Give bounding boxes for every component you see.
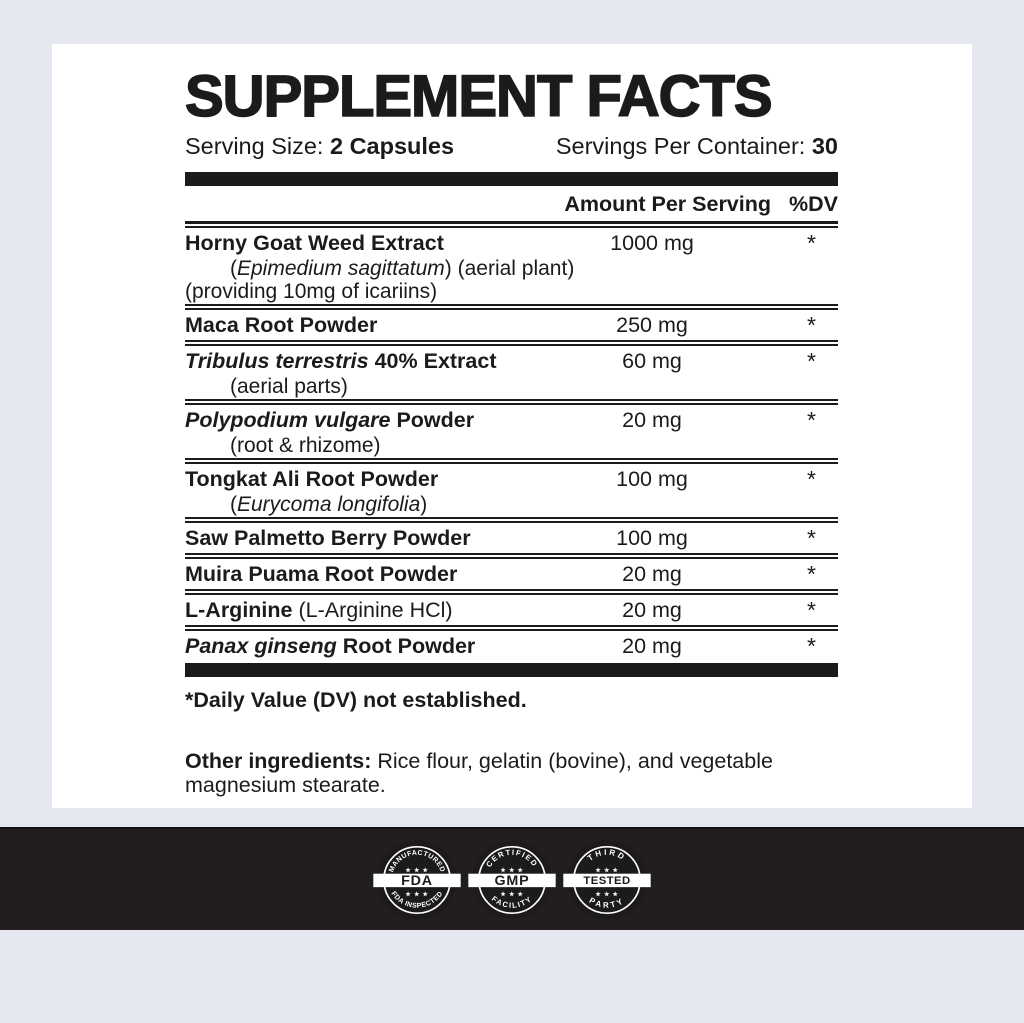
svg-text:GMP: GMP [494,872,529,888]
ingredient-name: Polypodium vulgare Powder [185,408,475,432]
serving-size: Serving Size: 2 Capsules [185,133,454,159]
svg-text:★ ★ ★: ★ ★ ★ [405,867,428,874]
ingredient-subline: (Epimedium sagittatum) (aerial plant) [230,257,575,280]
certification-band: MANUFACTURED ★ ★ ★ FDA ★ ★ ★ FDA INSPECT… [0,827,1024,930]
servings-per-container-value: 30 [811,133,838,159]
ingredient-amount: 100 mg [616,467,688,491]
ingredient-amount: 250 mg [616,313,688,337]
other-ingredients-text: Rice flour, gelatin (bovine), and vegeta… [185,749,773,797]
serving-size-label: Serving Size: [185,133,324,159]
third-party-tested-badge-icon: THIRD ★ ★ ★ TESTED ★ ★ ★ PARTY [563,840,651,919]
table-row: L-Arginine (L-Arginine HCl) 20 mg * [185,595,838,631]
table-row: Panax ginseng Root Powder 20 mg * [185,631,838,663]
heavy-rule-top [185,172,838,186]
ingredient-name: Maca Root Powder [185,313,378,337]
ingredient-dv: * [807,312,816,338]
ingredient-name: Saw Palmetto Berry Powder [185,526,471,550]
svg-text:★ ★ ★: ★ ★ ★ [500,890,523,897]
serving-info-row: Serving Size: 2 Capsules Servings Per Co… [185,133,838,159]
table-header-row: Amount Per Serving %DV [185,186,838,221]
ingredient-name: L-Arginine (L-Arginine HCl) [185,598,453,622]
ingredient-dv: * [807,348,816,374]
ingredient-name: Tribulus terrestris 40% Extract [185,349,497,373]
serving-size-value: 2 Capsules [329,133,455,159]
ingredient-subline: (root & rhizome) [230,434,381,457]
other-ingredients-label: Other ingredients: [185,749,372,773]
table-row: Polypodium vulgare Powder 20 mg * (root & r… [185,405,838,464]
ingredient-amount: 100 mg [616,526,688,550]
table-row: Tribulus terrestris 40% Extract 60 mg * (ae… [185,346,838,405]
servings-per-container-label: Servings Per Container: [555,133,806,159]
ingredient-amount: 20 mg [622,634,682,658]
svg-text:★ ★ ★: ★ ★ ★ [405,890,428,897]
table-row: Tongkat Ali Root Powder 100 mg * (Eurycoma … [185,464,838,523]
dv-header: %DV [789,192,838,216]
other-ingredients: Other ingredients: Rice flour, gelatin (… [185,749,838,797]
servings-per-container: Servings Per Container: 30 [556,133,838,159]
svg-text:★ ★ ★: ★ ★ ★ [595,890,618,897]
ingredient-name: Muira Puama Root Powder [185,562,458,586]
ingredient-dv: * [807,407,816,433]
amount-per-serving-header: Amount Per Serving [564,192,772,216]
ingredient-amount: 20 mg [622,598,682,622]
dv-footnote: *Daily Value (DV) not established. [185,688,527,712]
table-row: Maca Root Powder 250 mg * [185,310,838,346]
ingredient-amount: 20 mg [622,408,682,432]
ingredient-amount: 60 mg [622,349,682,373]
svg-text:TESTED: TESTED [583,875,630,887]
ingredient-name: Tongkat Ali Root Powder [185,467,439,491]
ingredient-dv: * [807,466,816,492]
ingredient-amount: 20 mg [622,562,682,586]
supplement-label-card: SUPPLEMENT FACTS Serving Size: 2 Capsule… [52,44,972,808]
ingredient-amount: 1000 mg [610,231,694,255]
table-row: Horny Goat Weed Extract 1000 mg * (Epimediu… [185,228,838,310]
label-content: SUPPLEMENT FACTS Serving Size: 2 Capsule… [184,44,838,797]
svg-text:FDA: FDA [401,872,433,888]
table-row: Saw Palmetto Berry Powder 100 mg * [185,523,838,559]
svg-text:★ ★ ★: ★ ★ ★ [500,867,523,874]
gmp-badge-icon: CERTIFIED ★ ★ ★ GMP ★ ★ ★ FACILITY [468,840,556,919]
ingredient-dv: * [807,561,816,587]
table-row: Muira Puama Root Powder 20 mg * [185,559,838,595]
label-title: SUPPLEMENT FACTS [184,64,773,129]
ingredient-dv: * [807,633,816,659]
heavy-rule-bottom [185,663,838,677]
ingredient-dv: * [807,597,816,623]
ingredient-rows: Horny Goat Weed Extract 1000 mg * (Epimediu… [185,228,838,663]
header-double-rule [185,221,838,228]
ingredient-subline: (aerial parts) [230,375,348,398]
ingredient-subline: (providing 10mg of icariins) [185,280,438,303]
ingredient-dv: * [807,230,816,256]
ingredient-name: Panax ginseng Root Powder [185,634,476,658]
svg-text:★ ★ ★: ★ ★ ★ [595,867,618,874]
ingredient-name: Horny Goat Weed Extract [185,231,444,255]
ingredient-dv: * [807,525,816,551]
ingredient-subline: (Eurycoma longifolia) [230,493,428,516]
fda-badge-icon: MANUFACTURED ★ ★ ★ FDA ★ ★ ★ FDA INSPECT… [373,840,461,919]
